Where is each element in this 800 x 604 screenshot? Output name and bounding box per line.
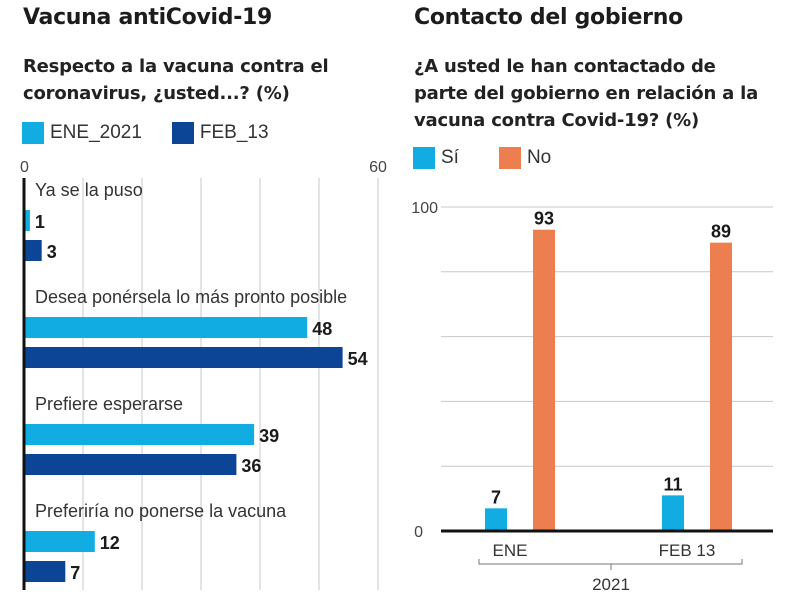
x-category-label-ene: ENE	[493, 541, 528, 560]
category-label-desea-ponersela-lo-mas-pronto-posible: Desea ponérsela lo más pronto posible	[35, 287, 347, 307]
bar-si-feb-13	[662, 495, 684, 531]
y-tick-label-min: 0	[414, 524, 423, 541]
bar-no-feb-13	[710, 242, 732, 531]
bar-ene-2021-ya-se-la-puso	[24, 210, 30, 231]
left-subtitle: Respecto a la vacuna contra el coronavir…	[23, 53, 329, 107]
bar-ene-2021-prefiere-esperarse	[24, 424, 255, 445]
left-chart: 0 60 Ya se la puso 13 Desea ponérsela lo más…	[20, 159, 387, 590]
legend-swatch-feb-13	[171, 122, 194, 144]
y-tick-label-max: 100	[411, 200, 438, 217]
data-label-ene-2021-prefiere-esperarse: 39	[259, 426, 279, 446]
bar-feb-13-ya-se-la-puso	[24, 240, 42, 261]
left-subtitle-line2: coronavirus, ¿usted...? (%)	[23, 83, 290, 104]
category-label-prefiere-esperarse: Prefiere esperarse	[35, 394, 183, 414]
bar-no-ene	[533, 229, 555, 531]
bar-ene-2021-desea-ponersela-lo-mas-pronto-posible	[24, 317, 308, 338]
right-subtitle: ¿A usted le han contactado de parte del …	[414, 53, 758, 134]
data-label-no-ene: 93	[534, 209, 554, 229]
right-title: Contacto del gobierno	[414, 5, 683, 30]
data-label-si-feb-13: 11	[663, 474, 682, 494]
bar-ene-2021-preferiria-no-ponerse-la-vacuna	[24, 531, 95, 552]
legend-swatch-si	[413, 147, 435, 169]
data-label-ene-2021-preferiria-no-ponerse-la-vacuna: 12	[100, 533, 120, 553]
legend-label-ene-2021: ENE_2021	[50, 122, 142, 143]
x-category-label-feb-13: FEB 13	[659, 541, 716, 560]
x-tick-label-max: 60	[369, 159, 387, 176]
data-label-ene-2021-ya-se-la-puso: 1	[35, 212, 45, 232]
legend-swatch-ene-2021	[22, 122, 44, 144]
data-label-ene-2021-desea-ponersela-lo-mas-pronto-posible: 48	[312, 319, 332, 339]
data-label-si-ene: 7	[491, 487, 501, 507]
data-label-feb-13-desea-ponersela-lo-mas-pronto-posible: 54	[348, 349, 368, 369]
data-label-feb-13-prefiere-esperarse: 36	[241, 456, 261, 476]
bar-feb-13-prefiere-esperarse	[24, 454, 237, 475]
category-label-ya-se-la-puso: Ya se la puso	[35, 180, 143, 200]
legend-label-feb-13: FEB_13	[199, 122, 269, 143]
left-title: Vacuna antiCovid-19	[23, 5, 273, 30]
legend-item-no: No	[498, 147, 552, 169]
right-subtitle-line2: parte del gobierno en relación a la	[414, 83, 759, 104]
bar-si-ene	[485, 508, 507, 531]
legend-item-si: Sí	[413, 147, 459, 169]
legend-swatch-no	[498, 147, 521, 169]
right-subtitle-line3: vacuna contra Covid-19? (%)	[414, 110, 700, 131]
data-label-feb-13-ya-se-la-puso: 3	[47, 242, 57, 262]
left-subtitle-line1: Respecto a la vacuna contra el	[23, 56, 329, 77]
data-label-feb-13-preferiria-no-ponerse-la-vacuna: 7	[70, 563, 80, 583]
data-label-no-feb-13: 89	[711, 222, 731, 242]
bar-feb-13-desea-ponersela-lo-mas-pronto-posible	[24, 347, 343, 368]
x-tick-label-min: 0	[20, 159, 29, 176]
right-legend: Sí No	[413, 147, 581, 169]
left-legend: ENE_2021 FEB_13	[22, 122, 299, 144]
right-chart: 100 0 7 93 ENE 11 89 FEB 13 2021	[411, 200, 773, 594]
legend-item-ene-2021: ENE_2021	[22, 122, 142, 144]
bar-feb-13-preferiria-no-ponerse-la-vacuna	[24, 561, 66, 582]
right-subtitle-line1: ¿A usted le han contactado de	[414, 56, 716, 77]
legend-label-no: No	[526, 147, 552, 168]
legend-item-feb-13: FEB_13	[171, 122, 269, 144]
group-label: 2021	[592, 575, 630, 594]
legend-label-si: Sí	[441, 147, 459, 168]
category-label-preferiria-no-ponerse-la-vacuna: Preferiría no ponerse la vacuna	[35, 501, 287, 521]
